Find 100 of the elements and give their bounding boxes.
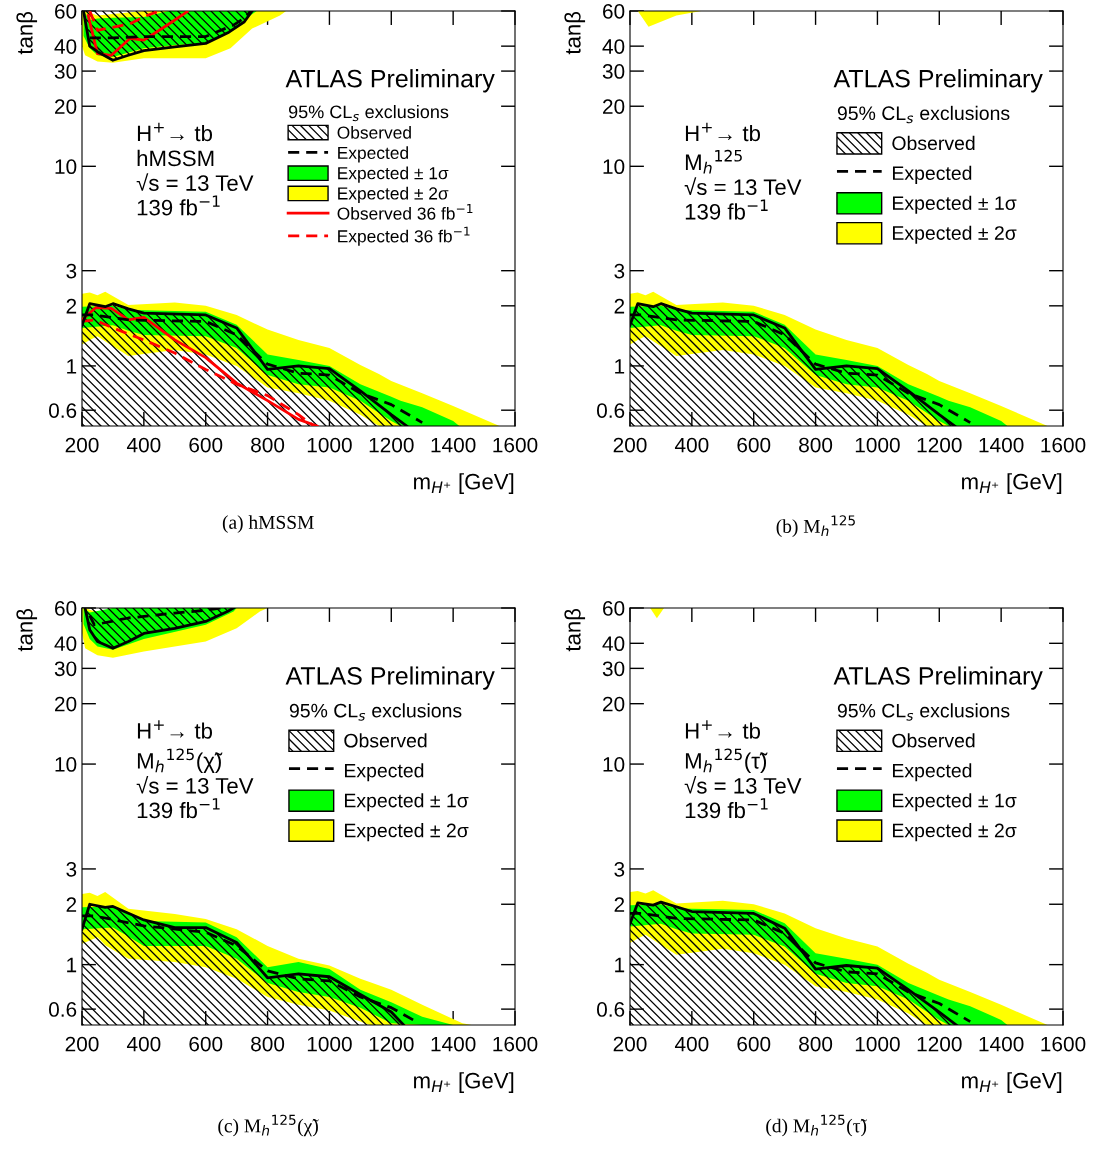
y-tick-label: 10 — [603, 757, 625, 772]
y-tick-label: 0.6 — [48, 1002, 77, 1017]
x-axis-title: m$_{H⁺}$ [GeV] — [962, 1072, 1062, 1093]
y-tick-label: 3 — [66, 263, 77, 279]
y-tick-label: 3 — [614, 861, 625, 877]
legend-label: Expected 36 fb$^{−1}$ — [338, 226, 470, 246]
x-tick-label: 400 — [674, 437, 709, 453]
x-tick-label: 200 — [613, 1036, 647, 1052]
legend-label: Expected ± 1σ — [338, 166, 449, 183]
legend-label: Expected — [893, 763, 972, 782]
annotation: ATLAS Preliminary — [833, 69, 1043, 93]
y-tick-label: 2 — [66, 298, 77, 314]
x-tick-label: 1400 — [431, 437, 476, 453]
y-tick-label: 1 — [67, 957, 77, 973]
x-tick-label: 200 — [613, 437, 647, 453]
x-tick-label: 600 — [737, 1036, 771, 1052]
y-tick-label: 2 — [614, 897, 625, 912]
legend-label: Observed — [892, 135, 975, 151]
x-tick-label: 1200 — [917, 1036, 962, 1052]
y-tick-label: 20 — [603, 99, 625, 114]
y-tick-label: 60 — [55, 4, 77, 19]
x-tick-label: 800 — [251, 1036, 285, 1052]
x-tick-label: 800 — [799, 437, 833, 453]
legend-label: Expected — [893, 165, 972, 184]
y-tick-label: 1 — [615, 957, 625, 973]
y-tick-label: 2 — [66, 897, 77, 912]
y-tick-label: 30 — [602, 64, 625, 79]
y-tick-label: 30 — [54, 661, 77, 677]
legend-label: Observed — [892, 733, 975, 748]
text: H$^{+}$→ tb M$_{h}$$^{125}$(τ̃) √s = 13 TeV 139 fb$^{−1}$ — [684, 720, 802, 819]
x-axis-title: m$_{H⁺}$ [GeV] — [962, 473, 1062, 494]
y-tick-label: 60 — [603, 601, 625, 616]
x-tick-label: 1600 — [493, 437, 538, 453]
y-axis-title: tanβ — [16, 11, 38, 55]
x-tick-label: 1400 — [979, 437, 1024, 453]
annotation: H$^{+}$→ tb hMSSM √s = 13 TeV 139 fb$^{−1}$ — [136, 122, 254, 216]
x-tick-label: 1400 — [979, 1036, 1024, 1052]
y-tick-label: 0.6 — [48, 403, 77, 418]
text: (c) M$_{h}$$^{125}$(χ̃) — [218, 1114, 319, 1137]
x-tick-label: 1000 — [855, 1036, 900, 1052]
y-tick-label: 40 — [54, 39, 77, 54]
x-tick-label: 1200 — [917, 437, 962, 453]
y-tick-label: 1 — [615, 359, 625, 374]
x-tick-label: 800 — [799, 1036, 833, 1052]
x-tick-label: 1200 — [369, 1036, 414, 1052]
y-tick-label: 3 — [614, 263, 625, 279]
y-tick-label: 0.6 — [596, 1002, 625, 1017]
x-tick-label: 1600 — [1041, 1036, 1086, 1052]
x-tick-label: 800 — [251, 437, 285, 453]
y-tick-label: 40 — [602, 636, 625, 652]
y-axis-title: tanβ — [564, 608, 586, 652]
y-tick-label: 0.6 — [596, 403, 625, 418]
x-tick-label: 400 — [126, 437, 161, 453]
legend-label: Expected ± 2σ — [345, 823, 469, 842]
legend-label: Expected ± 2σ — [893, 225, 1017, 244]
y-tick-label: 1 — [67, 359, 77, 374]
annotation: ATLAS Preliminary — [833, 666, 1043, 690]
x-tick-label: 200 — [65, 437, 99, 453]
y-tick-label: 3 — [66, 861, 77, 877]
y-tick-label: 60 — [55, 601, 77, 616]
y-tick-label: 20 — [55, 696, 77, 712]
y-tick-label: 20 — [603, 696, 625, 712]
legend-label: Expected — [345, 763, 424, 782]
text: H$^{+}$→ tb M$_{h}$$^{125}$ √s = 13 TeV 139 fb$^{−1}$ — [684, 122, 802, 220]
y-tick-label: 60 — [603, 4, 625, 19]
y-axis-title: tanβ — [564, 11, 586, 55]
x-tick-label: 400 — [674, 1036, 709, 1052]
y-axis-title: tanβ — [16, 608, 38, 652]
y-tick-label: 30 — [602, 661, 625, 677]
legend-label: Observed — [344, 733, 427, 748]
legend-label: Expected ± 1σ — [893, 793, 1017, 812]
y-tick-label: 20 — [55, 99, 77, 114]
annotation: ATLAS Preliminary — [285, 69, 495, 93]
y-tick-label: 40 — [54, 636, 77, 652]
text: H$^{+}$→ tb M$_{h}$$^{125}$(χ̃) √s = 13 TeV 139 fb$^{−1}$ — [136, 720, 254, 819]
y-tick-label: 30 — [54, 64, 77, 79]
x-tick-label: 600 — [189, 1036, 223, 1052]
x-tick-label: 1600 — [1041, 437, 1086, 453]
y-tick-label: 10 — [55, 159, 77, 175]
legend-label: Observed 36 fb$^{−1}$ — [337, 204, 473, 220]
x-tick-label: 1400 — [431, 1036, 476, 1052]
text: (a) hMSSM — [222, 515, 314, 533]
x-tick-label: 600 — [737, 437, 771, 453]
legend-label: Expected ± 2σ — [893, 823, 1017, 842]
legend-label: Expected — [338, 146, 408, 163]
y-tick-label: 40 — [602, 39, 625, 54]
legend-label: Observed — [337, 126, 411, 139]
legend-label: Expected ± 2σ — [338, 186, 449, 203]
legend-title: 95% CL$_{s}$ exclusions — [837, 703, 1010, 721]
legend-title: 95% CL$_{s}$ exclusions — [288, 105, 449, 122]
x-tick-label: 1000 — [307, 1036, 352, 1052]
x-axis-title: m$_{H⁺}$ [GeV] — [414, 1072, 514, 1093]
y-tick-label: 10 — [55, 757, 77, 772]
x-tick-label: 1000 — [307, 437, 352, 453]
x-axis-title: m$_{H⁺}$ [GeV] — [414, 473, 514, 494]
legend-title: 95% CL$_{s}$ exclusions — [837, 105, 1010, 124]
legend-label: Expected ± 1σ — [893, 195, 1017, 214]
legend-label: Expected ± 1σ — [345, 793, 469, 812]
x-tick-label: 400 — [126, 1036, 161, 1052]
x-tick-label: 1200 — [369, 437, 414, 453]
